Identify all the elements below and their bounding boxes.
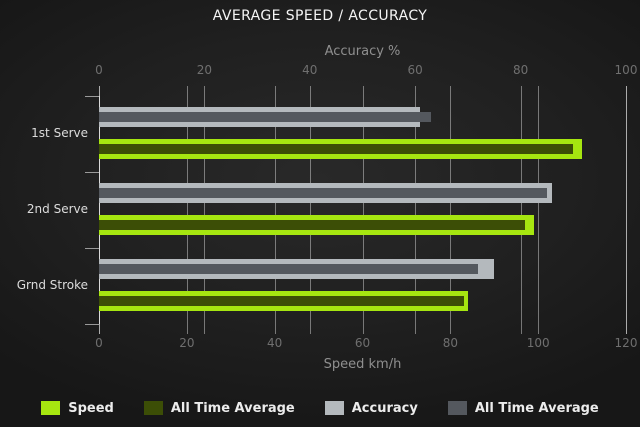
bottom-axis-title: Speed km/h bbox=[323, 357, 402, 372]
accuracy-swatch-icon bbox=[324, 401, 344, 415]
top-axis-gridline bbox=[309, 86, 311, 334]
legend-item-accuracy[interactable]: Accuracy bbox=[324, 400, 418, 416]
top-axis-gridline bbox=[415, 86, 417, 334]
top-axis-tick-label: 0 bbox=[95, 63, 103, 77]
accuracy-alltime-average-bar bbox=[99, 264, 479, 274]
bottom-axis-tick-label: 100 bbox=[526, 336, 550, 350]
bottom-axis-tick-label: 60 bbox=[354, 336, 371, 350]
top-axis-tick-label: 100 bbox=[614, 63, 638, 77]
chart-legend: Speed All Time Average Accuracy All Time… bbox=[0, 398, 640, 418]
accuracy-alltime-average-bar bbox=[99, 188, 547, 198]
bottom-axis-tick-label: 80 bbox=[442, 336, 458, 350]
category-label: Grnd Stroke bbox=[16, 278, 88, 292]
category-boundary-tick bbox=[85, 324, 99, 325]
bottom-axis-tick-label: 120 bbox=[614, 336, 638, 350]
top-axis-title: Accuracy % bbox=[324, 44, 401, 59]
speed-alltime-average-bar bbox=[99, 144, 574, 154]
bottom-axis-tick-label: 20 bbox=[179, 336, 195, 350]
top-axis-tick-label: 80 bbox=[512, 63, 529, 77]
legend-item-speed-alltime-average[interactable]: All Time Average bbox=[143, 400, 295, 416]
category-boundary-tick bbox=[85, 96, 99, 97]
speed-alltime-average-bar bbox=[99, 296, 464, 306]
legend-item-accuracy-alltime-average[interactable]: All Time Average bbox=[447, 400, 599, 416]
top-axis-tick-label: 40 bbox=[302, 63, 318, 77]
legend-label-accuracy-alltime-average: All Time Average bbox=[474, 400, 599, 416]
bottom-axis-tick-label: 0 bbox=[95, 336, 103, 350]
top-axis-gridline bbox=[520, 86, 522, 334]
top-axis-tick-label: 60 bbox=[407, 63, 423, 77]
chart-title: AVERAGE SPEED / ACCURACY bbox=[212, 8, 428, 24]
bottom-axis-tick-label: 40 bbox=[267, 336, 283, 350]
category-label: 1st Serve bbox=[31, 126, 88, 140]
speed-alltime-average-swatch-icon bbox=[143, 401, 163, 415]
top-axis-gridline bbox=[204, 86, 206, 334]
top-axis-tick-label: 20 bbox=[196, 63, 213, 77]
legend-label-accuracy: Accuracy bbox=[351, 400, 418, 416]
bottom-axis-gridline bbox=[274, 86, 276, 334]
legend-label-speed-alltime-average: All Time Average bbox=[170, 400, 295, 416]
bottom-axis-gridline bbox=[626, 86, 627, 334]
y-axis-line bbox=[99, 96, 100, 324]
category-boundary-tick bbox=[85, 248, 99, 249]
category-boundary-tick bbox=[85, 172, 99, 173]
bottom-axis-gridline bbox=[450, 86, 452, 334]
bottom-axis-gridline bbox=[362, 86, 364, 334]
speed-alltime-average-bar bbox=[99, 220, 525, 230]
bottom-axis-gridline bbox=[186, 86, 188, 334]
legend-label-speed: Speed bbox=[68, 400, 114, 416]
legend-item-speed[interactable]: Speed bbox=[41, 401, 114, 416]
bottom-axis-gridline bbox=[538, 86, 540, 334]
speed-swatch-icon bbox=[41, 401, 61, 415]
accuracy-alltime-average-swatch-icon bbox=[447, 401, 467, 415]
category-label: 2nd Serve bbox=[26, 202, 88, 216]
accuracy-alltime-average-bar bbox=[99, 112, 431, 122]
top-axis-gridline bbox=[626, 86, 627, 334]
